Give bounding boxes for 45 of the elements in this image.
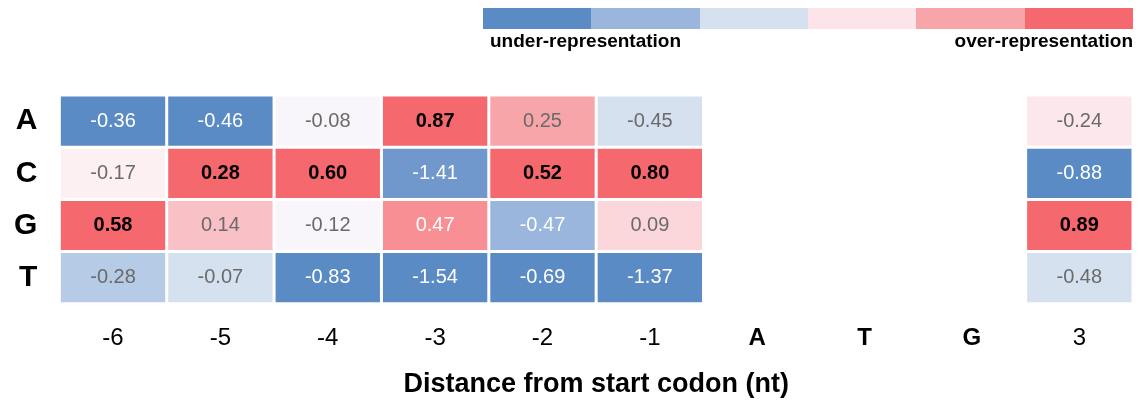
x-tick-label: -2 — [531, 322, 554, 350]
data-label: -0.17 — [90, 160, 136, 183]
data-label: -0.28 — [90, 265, 136, 288]
x-tick-label: -5 — [209, 322, 232, 350]
data-label: 0.58 — [93, 213, 133, 236]
data-label: -0.45 — [627, 108, 673, 131]
data-label: 0.87 — [415, 108, 455, 131]
data-label: -0.69 — [519, 265, 566, 288]
x-tick-label: A — [748, 322, 766, 350]
x-tick-label: 3 — [1072, 322, 1086, 350]
data-label: -0.12 — [304, 213, 351, 236]
data-label: -0.36 — [90, 108, 136, 131]
data-label: -1.37 — [627, 265, 673, 288]
data-label: -0.48 — [1056, 265, 1103, 288]
data-label: 0.80 — [630, 160, 670, 183]
data-label: 0.28 — [200, 160, 240, 183]
data-label: 0.14 — [200, 213, 240, 236]
text: over-representation — [954, 30, 1133, 52]
data-label: -0.47 — [519, 213, 566, 236]
y-tick-label: T — [19, 258, 38, 292]
data-label: -1.54 — [412, 265, 458, 288]
data-label: 0.52 — [523, 160, 562, 183]
data-label: -0.08 — [304, 108, 351, 131]
y-tick-label: C — [15, 154, 38, 188]
data-label: 0.09 — [630, 213, 670, 236]
x-tick-label: -4 — [317, 322, 339, 350]
x-tick-label: -6 — [102, 322, 124, 350]
x-tick-label: T — [857, 322, 873, 350]
y-tick-label: G — [13, 206, 38, 240]
x-tick-label: -3 — [424, 322, 446, 350]
y-tick-label: A — [15, 102, 38, 136]
data-label: -0.83 — [304, 265, 351, 288]
data-label: 0.60 — [308, 160, 348, 183]
x-tick-label: -1 — [639, 322, 661, 350]
data-label: 0.89 — [1059, 213, 1099, 236]
data-label: -0.07 — [197, 265, 244, 288]
data-label: -1.41 — [412, 160, 458, 183]
data-label: 0.25 — [523, 108, 562, 131]
text: under-representation — [490, 30, 682, 52]
x-tick-label: G — [962, 322, 982, 350]
data-label: 0.47 — [415, 213, 455, 236]
data-label: -0.24 — [1056, 108, 1103, 131]
data-label: -0.46 — [197, 108, 244, 131]
x-axis-title: Distance from start codon (nt) — [403, 368, 789, 399]
data-label: -0.88 — [1056, 160, 1103, 183]
